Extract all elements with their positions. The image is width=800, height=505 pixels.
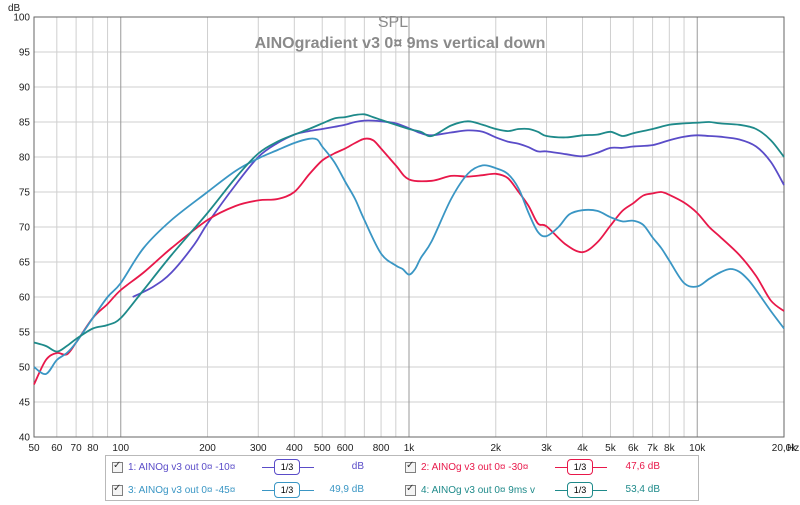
x-tick-label: 1k [404, 443, 416, 454]
y-tick-label: 80 [19, 153, 31, 164]
legend-value-3: 49,9 dB [304, 484, 364, 495]
x-tick-label: 8k [664, 443, 676, 454]
x-tick-label: 70 [71, 443, 83, 454]
x-axis-unit: Hz [787, 443, 799, 454]
x-tick-label: 2k [490, 443, 502, 454]
x-tick-label: 200 [199, 443, 216, 454]
y-tick-label: 60 [19, 293, 31, 304]
y-tick-label: 45 [19, 398, 31, 409]
x-tick-label: 3k [541, 443, 553, 454]
smoothing-button-2[interactable]: 1/3 [567, 459, 593, 475]
x-tick-label: 60 [51, 443, 63, 454]
x-tick-labels: 50 60 70 80 100 200 300 400 500 600 800 1k 2k 3k 4k 5k 6… [28, 443, 797, 454]
y-tick-label: 100 [13, 13, 30, 24]
legend-checkbox-3[interactable] [112, 485, 123, 496]
x-tick-label: 600 [337, 443, 354, 454]
legend-item-2[interactable]: 2: AINOg v3 out 0¤ -30¤ [405, 458, 528, 476]
x-tick-label: 7k [647, 443, 659, 454]
legend-item-3[interactable]: 3: AINOg v3 out 0¤ -45¤ [112, 481, 235, 499]
legend-checkbox-1[interactable] [112, 462, 123, 473]
legend-checkbox-4[interactable] [405, 485, 416, 496]
grid [34, 17, 784, 437]
spl-chart: 40 45 50 55 60 65 70 75 80 85 90 95 100 50 60 70 80 100 2… [0, 0, 800, 505]
y-axis-unit: dB [8, 3, 21, 14]
y-tick-label: 50 [19, 363, 31, 374]
legend-checkbox-2[interactable] [405, 462, 416, 473]
legend-label-1: 1: AINOg v3 out 0¤ -10¤ [128, 462, 235, 473]
y-tick-label: 70 [19, 223, 31, 234]
y-tick-label: 75 [19, 188, 31, 199]
y-tick-labels: 40 45 50 55 60 65 70 75 80 85 90 95 100 [13, 13, 30, 444]
y-tick-label: 40 [19, 433, 31, 444]
y-tick-label: 85 [19, 118, 31, 129]
x-tick-label: 5k [605, 443, 617, 454]
smoothing-button-4[interactable]: 1/3 [567, 482, 593, 498]
legend: 1: AINOg v3 out 0¤ -10¤ 1/3 dB 2: AINOg … [105, 455, 699, 501]
x-tick-label: 300 [250, 443, 267, 454]
legend-value-1: dB [304, 461, 364, 472]
x-tick-label: 400 [286, 443, 303, 454]
chart-title: SPL [378, 14, 408, 31]
legend-item-4[interactable]: 4: AINOg v3 out 0¤ 9ms v [405, 481, 535, 499]
y-tick-label: 95 [19, 48, 31, 59]
x-tick-label: 800 [373, 443, 390, 454]
smoothing-button-1[interactable]: 1/3 [274, 459, 300, 475]
x-tick-label: 80 [87, 443, 99, 454]
chart-subtitle: AINOgradient v3 0¤ 9ms vertical down [255, 35, 546, 52]
x-tick-label: 50 [28, 443, 40, 454]
legend-value-4: 53,4 dB [600, 484, 660, 495]
legend-value-2: 47,6 dB [600, 461, 660, 472]
legend-label-4: 4: AINOg v3 out 0¤ 9ms v [421, 485, 535, 496]
y-tick-label: 65 [19, 258, 31, 269]
y-tick-label: 55 [19, 328, 31, 339]
y-tick-label: 90 [19, 83, 31, 94]
x-tick-label: 6k [628, 443, 640, 454]
legend-label-2: 2: AINOg v3 out 0¤ -30¤ [421, 462, 528, 473]
x-tick-label: 10k [689, 443, 706, 454]
x-tick-label: 100 [112, 443, 129, 454]
x-tick-label: 500 [314, 443, 331, 454]
legend-item-1[interactable]: 1: AINOg v3 out 0¤ -10¤ [112, 458, 235, 476]
smoothing-button-3[interactable]: 1/3 [274, 482, 300, 498]
x-tick-label: 4k [577, 443, 589, 454]
legend-label-3: 3: AINOg v3 out 0¤ -45¤ [128, 485, 235, 496]
